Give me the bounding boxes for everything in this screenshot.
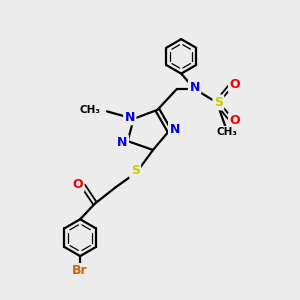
Text: N: N: [189, 81, 200, 94]
Text: O: O: [73, 178, 83, 191]
Text: S: S: [130, 164, 140, 177]
Text: O: O: [230, 78, 240, 91]
Text: Br: Br: [72, 265, 88, 278]
Text: N: N: [117, 136, 128, 149]
Text: N: N: [124, 111, 135, 124]
Text: O: O: [230, 114, 240, 127]
Text: N: N: [169, 123, 180, 136]
Text: CH₃: CH₃: [80, 105, 100, 115]
Text: CH₃: CH₃: [217, 127, 238, 137]
Text: S: S: [214, 96, 223, 109]
